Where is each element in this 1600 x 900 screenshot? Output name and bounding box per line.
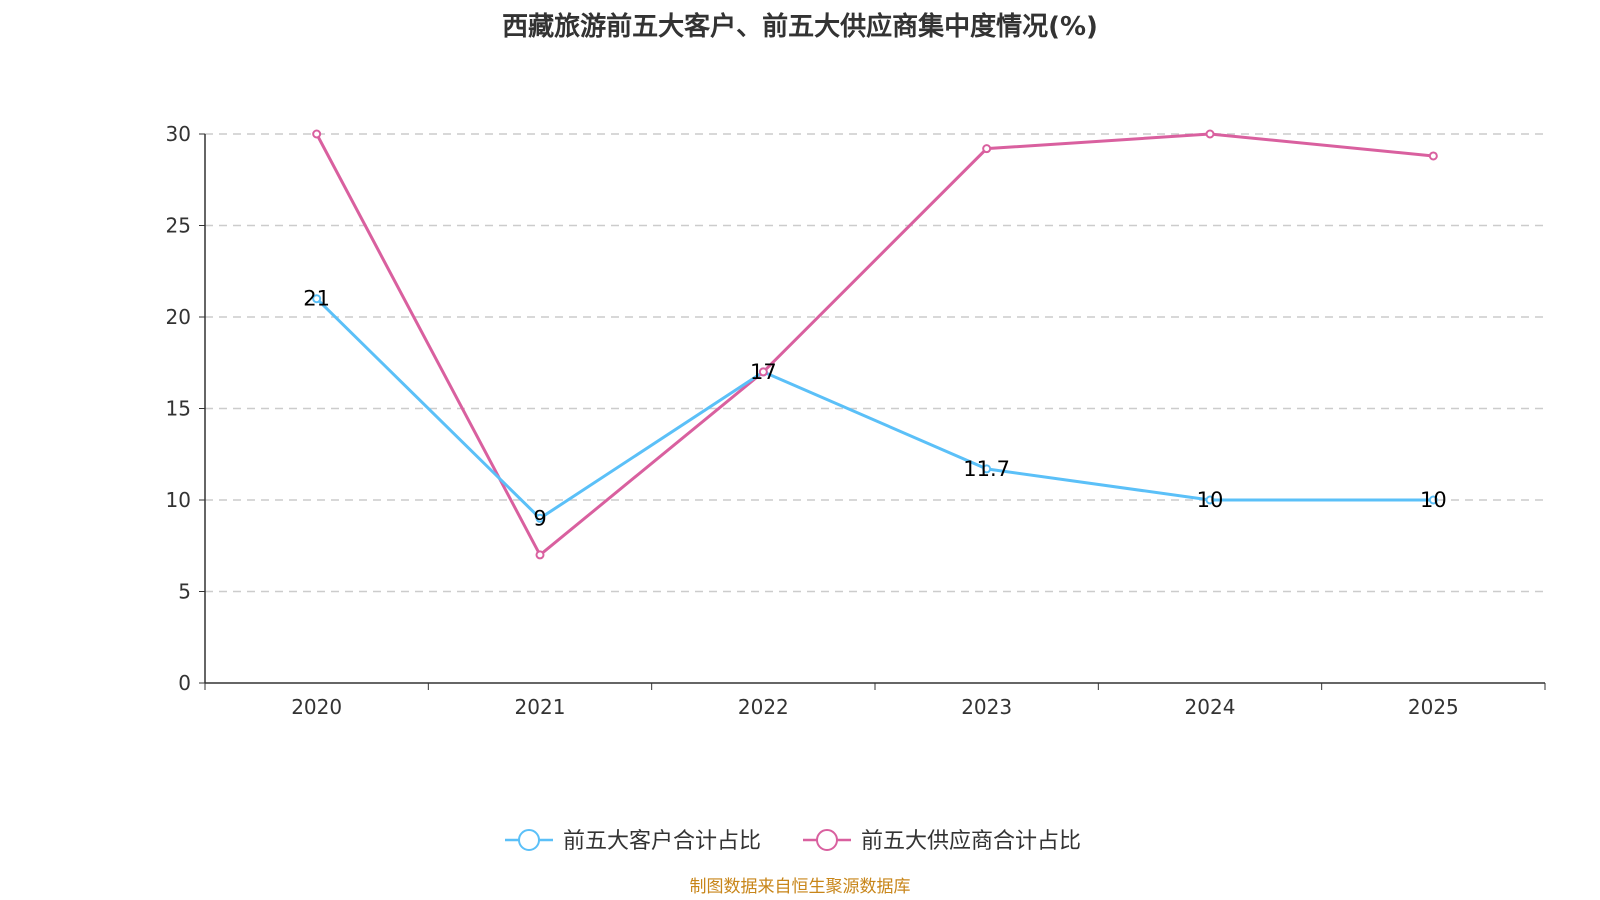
data-point (1205, 129, 1215, 139)
y-tick-label: 25 (166, 214, 191, 238)
chart-title: 西藏旅游前五大客户、前五大供应商集中度情况(%) (502, 12, 1098, 42)
x-tick-label: 2020 (291, 695, 342, 719)
data-point (758, 367, 768, 377)
data-point (535, 550, 545, 560)
y-tick-label: 20 (166, 305, 191, 329)
y-tick-label: 5 (178, 580, 191, 604)
data-point (535, 513, 545, 523)
data-point (312, 129, 322, 139)
x-tick-label: 2024 (1185, 695, 1236, 719)
data-label: 9 (533, 506, 546, 530)
data-point (1428, 495, 1438, 505)
x-tick-label: 2025 (1408, 695, 1459, 719)
x-tick-label: 2023 (961, 695, 1012, 719)
x-tick-label: 2021 (515, 695, 566, 719)
source-note: 制图数据来自恒生聚源数据库 (689, 877, 911, 897)
data-point (312, 294, 322, 304)
series-line (315, 297, 1434, 521)
y-tick-label: 10 (166, 488, 191, 512)
legend-marker (518, 829, 540, 851)
legend-label: 前五大客户合计占比 (563, 829, 761, 854)
legend-label: 前五大供应商合计占比 (861, 829, 1081, 854)
data-point (1428, 151, 1438, 161)
data-point (1205, 495, 1215, 505)
data-label: 21 (303, 287, 330, 311)
y-tick-label: 15 (166, 397, 191, 421)
data-label: 10 (1197, 488, 1224, 512)
data-point (982, 144, 992, 154)
data-point (982, 464, 992, 474)
y-tick-label: 0 (178, 671, 191, 695)
x-tick-label: 2022 (738, 695, 789, 719)
legend-marker (816, 829, 838, 851)
y-tick-label: 30 (166, 122, 191, 146)
series-line (315, 132, 1434, 558)
data-label: 11.7 (963, 457, 1010, 481)
data-label: 10 (1420, 488, 1447, 512)
